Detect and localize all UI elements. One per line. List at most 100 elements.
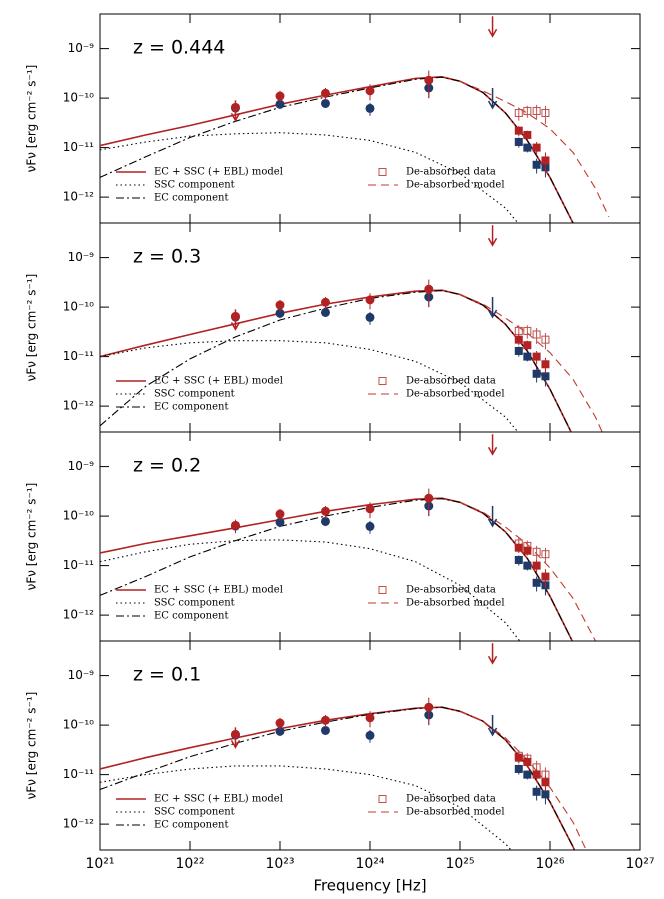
data-point <box>275 718 285 728</box>
data-point <box>514 137 523 146</box>
legend-swatch <box>378 586 387 594</box>
upper-limit-arrow <box>487 225 498 247</box>
data-point <box>532 106 541 115</box>
data-point <box>523 143 532 152</box>
legend-swatch <box>378 795 387 803</box>
data-point <box>365 521 375 531</box>
legend-label: EC + SSC (+ EBL) model <box>154 585 283 596</box>
upper-limit-arrow <box>487 88 498 110</box>
annotation: z = 0.1 <box>133 664 201 686</box>
data-point <box>541 550 550 559</box>
legend-label: EC + SSC (+ EBL) model <box>154 376 283 387</box>
x-tick-label: 10²⁷ <box>625 856 654 872</box>
x-axis-label: Frequency [Hz] <box>313 877 426 895</box>
data-point <box>275 308 285 318</box>
legend-label: De-absorbed model <box>406 389 505 400</box>
series-line <box>459 80 610 218</box>
legend-label: EC + SSC (+ EBL) model <box>154 167 283 178</box>
legend-swatch <box>378 377 387 385</box>
data-point <box>275 300 285 310</box>
y-tick-label: 10⁻¹¹ <box>63 558 94 572</box>
data-point <box>532 330 541 339</box>
data-point <box>320 88 330 98</box>
data-point <box>365 103 375 113</box>
y-tick-label: 10⁻¹⁰ <box>63 718 94 732</box>
data-point <box>514 335 523 344</box>
data-point <box>532 578 541 587</box>
data-point <box>541 156 550 165</box>
series-line <box>100 340 519 432</box>
data-point <box>275 509 285 519</box>
legend-label: De-absorbed model <box>406 598 505 609</box>
data-point <box>532 352 541 361</box>
series-line <box>100 539 521 641</box>
data-point <box>523 106 532 115</box>
y-tick-label: 10⁻¹¹ <box>63 349 94 363</box>
data-point <box>541 372 550 381</box>
data-point <box>514 109 523 118</box>
data-point <box>514 555 523 564</box>
legend-label: De-absorbed data <box>406 167 496 178</box>
series-line <box>459 710 587 850</box>
y-tick-label: 10⁻⁹ <box>68 41 95 55</box>
upper-limit-arrow <box>230 100 241 122</box>
y-axis-label: νFν [erg cm⁻² s⁻¹] <box>25 65 39 173</box>
data-point <box>320 516 330 526</box>
data-point <box>532 160 541 169</box>
data-point <box>514 346 523 355</box>
data-point <box>320 307 330 317</box>
y-axis-label: νFν [erg cm⁻² s⁻¹] <box>25 274 39 382</box>
data-point <box>514 543 523 552</box>
y-tick-label: 10⁻¹¹ <box>63 140 94 154</box>
data-point <box>365 713 375 723</box>
data-point <box>275 99 285 109</box>
data-point <box>275 517 285 527</box>
data-point <box>275 726 285 736</box>
y-tick-label: 10⁻¹² <box>63 190 94 204</box>
data-point <box>541 790 550 799</box>
data-point <box>532 143 541 152</box>
upper-limit-arrow <box>487 434 498 456</box>
upper-limit-arrow <box>487 506 498 528</box>
plot-area <box>100 643 587 850</box>
series-line <box>100 498 573 641</box>
data-point <box>532 787 541 796</box>
data-point <box>365 312 375 322</box>
legend-swatch <box>378 168 387 176</box>
legend-label: SSC component <box>154 389 235 400</box>
y-tick-label: 10⁻¹⁰ <box>63 300 94 314</box>
y-tick-label: 10⁻⁹ <box>68 250 95 264</box>
data-point <box>320 725 330 735</box>
upper-limit-arrow <box>230 309 241 331</box>
series-line <box>459 501 597 641</box>
data-point <box>230 520 240 530</box>
data-point <box>523 770 532 779</box>
data-point <box>275 91 285 101</box>
data-point <box>424 493 434 503</box>
legend-label: De-absorbed model <box>406 180 505 191</box>
data-point <box>523 326 532 335</box>
annotation: z = 0.444 <box>133 37 225 59</box>
x-tick-label: 10²¹ <box>85 856 114 872</box>
y-tick-label: 10⁻¹² <box>63 817 94 831</box>
data-point <box>320 506 330 516</box>
data-point <box>532 561 541 570</box>
legend-label: EC component <box>154 193 228 204</box>
data-point <box>532 547 541 556</box>
data-point <box>532 369 541 378</box>
annotation: z = 0.2 <box>133 455 201 477</box>
legend-label: EC component <box>154 611 228 622</box>
upper-limit-arrow <box>487 16 498 38</box>
data-point <box>424 75 434 85</box>
y-tick-label: 10⁻¹⁰ <box>63 91 94 105</box>
data-point <box>365 295 375 305</box>
legend-label: SSC component <box>154 807 235 818</box>
upper-limit-arrow <box>230 727 241 749</box>
legend-label: De-absorbed model <box>406 807 505 818</box>
plot-area <box>100 434 597 641</box>
data-point <box>320 297 330 307</box>
y-tick-label: 10⁻¹¹ <box>63 767 94 781</box>
annotation: z = 0.3 <box>133 246 201 268</box>
